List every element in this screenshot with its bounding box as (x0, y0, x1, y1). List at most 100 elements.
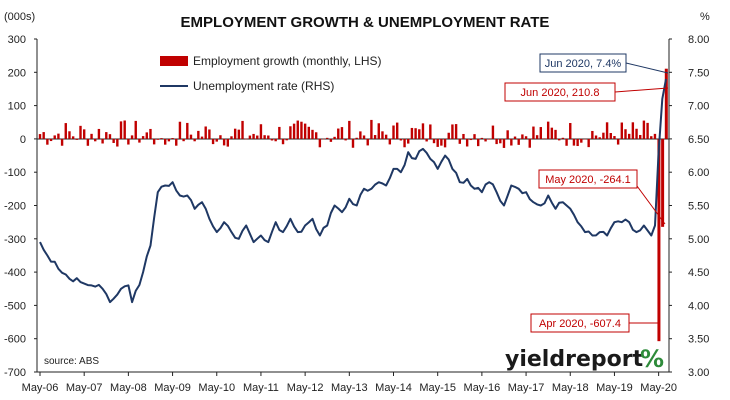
employment-bar (263, 135, 266, 139)
annotation-jun-rate: Jun 2020, 7.4% (539, 53, 669, 74)
employment-bar (539, 127, 542, 139)
x-tick-label: May-16 (464, 382, 501, 394)
employment-bar (399, 138, 403, 141)
employment-bar (513, 136, 517, 139)
employment-bar (53, 135, 56, 139)
employment-bar (130, 135, 134, 139)
employment-bar (38, 134, 42, 139)
employment-bar (237, 129, 241, 139)
employment-bar (351, 138, 355, 148)
employment-bar (119, 121, 123, 139)
employment-bar (447, 132, 450, 139)
employment-bar (245, 138, 248, 140)
employment-bar (101, 138, 104, 144)
employment-bar (524, 136, 528, 139)
employment-bar (620, 122, 624, 139)
employment-bar (292, 123, 296, 139)
employment-bar (333, 136, 336, 139)
employment-bar (230, 136, 233, 139)
employment-bar (171, 138, 174, 139)
annotation-text: Jun 2020, 7.4% (545, 58, 622, 70)
employment-bar (381, 131, 384, 139)
employment-bar (373, 135, 377, 139)
employment-bar (558, 138, 561, 141)
unemployment-rate-line (39, 78, 667, 304)
employment-bar (152, 138, 156, 145)
employment-bar (167, 138, 171, 142)
employment-bar (395, 122, 399, 139)
employment-bar (388, 138, 392, 145)
employment-bar (278, 126, 281, 139)
annotation-text: Apr 2020, -607.4 (539, 318, 621, 330)
employment-bar (370, 119, 373, 139)
employment-bar (108, 134, 112, 139)
employment-bar (68, 131, 71, 139)
x-tick-label: May-06 (22, 382, 59, 394)
left-tick-label: -400 (4, 267, 26, 279)
employment-bar (270, 138, 274, 141)
employment-bar (300, 121, 303, 139)
annotation-text: Jun 2020, 210.8 (521, 87, 600, 99)
employment-bar (322, 138, 325, 140)
employment-bar (46, 138, 49, 145)
employment-bar (572, 138, 576, 146)
employment-bar (598, 137, 601, 139)
left-tick-label: 200 (8, 67, 26, 79)
left-axis-unit: (000s) (4, 11, 35, 23)
left-tick-label: 300 (8, 34, 26, 46)
employment-bar (156, 138, 160, 140)
legend-label-employment: Employment growth (monthly, LHS) (193, 54, 382, 68)
employment-bars (38, 68, 668, 342)
employment-bar (337, 128, 340, 139)
left-tick-label: -500 (4, 300, 26, 312)
chart-title: EMPLOYMENT GROWTH & UNEMPLOYMENT RATE (181, 14, 550, 31)
employment-bar (469, 138, 473, 141)
employment-bar (528, 138, 531, 148)
employment-bar (653, 133, 657, 139)
right-tick-label: 6.50 (688, 134, 709, 146)
employment-bar (248, 135, 252, 139)
employment-bar (425, 138, 428, 142)
employment-bar (226, 138, 229, 147)
employment-bar (407, 138, 410, 144)
employment-bar (200, 136, 204, 139)
employment-bar (359, 131, 362, 139)
employment-bar (160, 138, 163, 139)
employment-bar (418, 129, 421, 139)
employment-bar (281, 138, 285, 145)
employment-bar (97, 128, 101, 139)
employment-bar (164, 138, 167, 145)
employment-bar (134, 120, 137, 139)
annotation-leader (636, 185, 666, 225)
employment-bar (252, 133, 255, 139)
employment-bar (591, 130, 594, 139)
left-tick-label: -700 (4, 367, 26, 379)
employment-bar (241, 120, 244, 139)
employment-bar (259, 124, 263, 139)
employment-bar (94, 138, 97, 142)
employment-bar (462, 133, 465, 139)
employment-bar (429, 124, 432, 139)
employment-bar (543, 138, 546, 139)
right-tick-label: 3.50 (688, 334, 709, 346)
employment-bar (565, 138, 568, 146)
employment-bar (145, 132, 148, 139)
annotation-text: May 2020, -264.1 (545, 174, 631, 186)
employment-bar (639, 134, 642, 139)
employment-bar (112, 138, 115, 143)
employment-bar (605, 122, 609, 139)
employment-bar (90, 133, 93, 139)
employment-bar (616, 138, 620, 145)
employment-bar (414, 128, 417, 139)
employment-bar (314, 132, 318, 139)
right-tick-label: 8.00 (688, 34, 709, 46)
employment-bar (296, 120, 299, 139)
employment-bar (384, 134, 388, 139)
employment-bar (377, 123, 380, 139)
employment-bar (650, 136, 653, 139)
yieldreport-logo: yieldreport % (505, 345, 664, 373)
employment-bar (488, 138, 491, 140)
employment-bar (105, 132, 108, 139)
employment-bar (303, 123, 307, 139)
employment-bar (410, 127, 414, 139)
